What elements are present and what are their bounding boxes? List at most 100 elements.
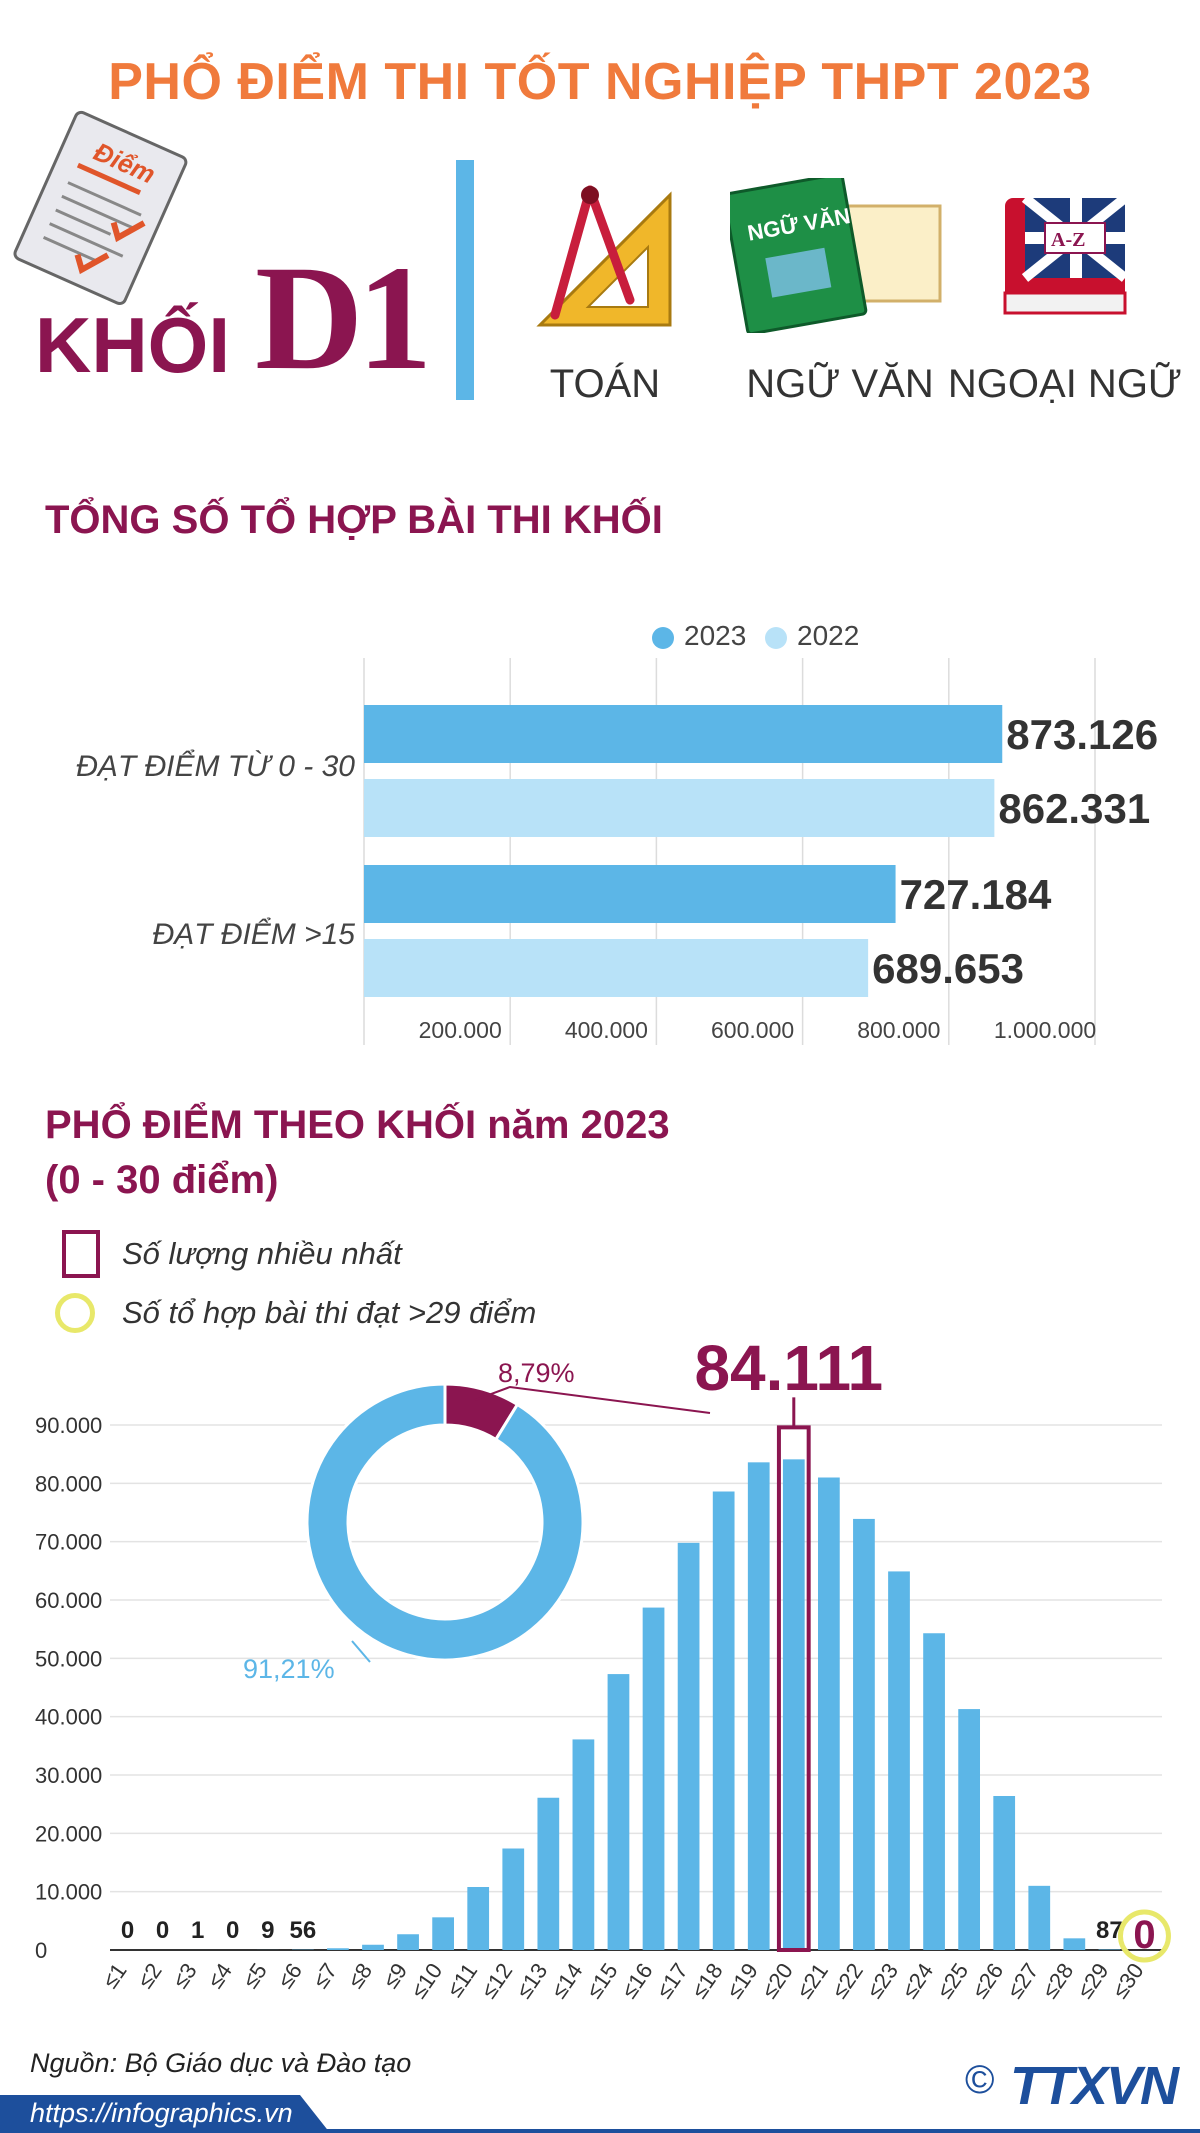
score-bar (362, 1944, 384, 1950)
over29-value-label: 0 (1133, 1913, 1155, 1957)
section2-title: PHỔ ĐIỂM THEO KHỐI năm 2023 (45, 1103, 670, 1147)
bar-value-label: 9 (261, 1917, 274, 1944)
x-tick-label: ≤5 (237, 1959, 271, 1993)
legend-over29-label: Số tổ hợp bài thi đạt >29 điểm (122, 1295, 537, 1330)
section2-subtitle: (0 - 30 điểm) (45, 1158, 279, 1202)
y-tick-label: 10.000 (35, 1880, 102, 1905)
x-tick-label: ≤15 (581, 1959, 622, 2000)
x-tick-label: 200.000 (419, 1017, 502, 1043)
bar-value-label: 873.126 (1006, 711, 1158, 758)
literature-book-icon: NGỮ VĂN (730, 178, 942, 333)
donut-leader-line (474, 1385, 711, 1414)
x-tick-label: ≤29 (1072, 1959, 1113, 2000)
y-tick-label: 40.000 (35, 1705, 102, 1730)
score-bar (642, 1607, 665, 1950)
x-tick-label: ≤16 (616, 1959, 657, 2000)
x-tick-label: ≤2 (132, 1959, 166, 1993)
copyright-icon: © (965, 2058, 995, 2102)
bar-2023 (364, 865, 896, 923)
bar-2022 (364, 939, 869, 997)
legend-max-label: Số lượng nhiều nhất (122, 1236, 402, 1271)
legend-2023-label: 2023 (684, 620, 747, 651)
x-tick-label: ≤11 (442, 1959, 483, 2000)
x-tick-label: 400.000 (565, 1017, 648, 1043)
dictionary-label: A-Z (1051, 229, 1085, 251)
x-tick-label: ≤18 (686, 1959, 727, 2000)
score-bar (958, 1709, 981, 1950)
legend-dot-2022 (765, 626, 787, 649)
score-distribution-chart: 0 10.000 20.000 30.000 40.000 50.000 60.000 70.… (35, 1340, 1171, 2000)
score-bar (747, 1462, 770, 1950)
score-bar (888, 1571, 910, 1950)
max-highlight-box (776, 1425, 811, 1953)
score-bar (1028, 1885, 1051, 1950)
score-bar (467, 1887, 490, 1950)
subject-literature: NGỮ VĂN (746, 362, 934, 406)
x-tick-label: ≤17 (651, 1959, 692, 2000)
horizontal-bar-chart: 873.126 862.331 727.184 689.653 200.000 400.0… (363, 658, 1158, 1045)
y-tick-label: 80.000 (35, 1471, 102, 1496)
x-tick-label: ≤28 (1037, 1959, 1078, 2000)
header-divider (456, 160, 474, 400)
bar-value-label: 862.331 (998, 785, 1150, 832)
khoi-code: D1 (255, 235, 432, 401)
score-bar (432, 1917, 455, 1950)
y-tick-label: 30.000 (35, 1763, 102, 1788)
x-tick-label: ≤1 (97, 1959, 131, 1993)
bar-value-label: 56 (290, 1917, 317, 1944)
score-bar (327, 1948, 349, 1950)
compass-ruler-icon (536, 185, 672, 327)
page-title: PHỔ ĐIỂM THI TỐT NGHIỆP THPT 2023 (108, 53, 1092, 111)
x-tick-label: ≤20 (756, 1959, 797, 2000)
bar-value-label: 1 (191, 1917, 204, 1944)
y-tick-label: 60.000 (35, 1588, 102, 1613)
bar-value-label: 0 (226, 1917, 239, 1944)
score-bar (607, 1674, 630, 1950)
subject-math: TOÁN (549, 362, 661, 406)
over29-highlight-circle (1117, 1909, 1171, 1963)
legend-2022-label: 2022 (797, 620, 860, 651)
x-tick-label: 600.000 (711, 1017, 794, 1043)
score-sheet-icon: Điểm (13, 110, 188, 306)
score-bar (537, 1797, 560, 1950)
score-bar (677, 1542, 700, 1950)
donut-label-small: 8,79% (498, 1358, 575, 1388)
bar-2022 (364, 779, 995, 837)
bar-value-label: 689.653 (872, 945, 1024, 992)
x-tick-label: 1.000.000 (994, 1017, 1096, 1043)
x-tick-label: ≤25 (932, 1959, 973, 2000)
legend-2023: 2023 (652, 620, 746, 652)
x-tick-label: ≤26 (967, 1959, 1008, 2000)
score-bar (782, 1459, 805, 1950)
subject-foreign-language: NGOẠI NGỮ (947, 362, 1183, 406)
x-tick-label: ≤13 (511, 1959, 552, 2000)
y-tick-label: 90.000 (35, 1413, 102, 1438)
donut-slice (305, 1382, 585, 1662)
x-tick-label: ≤3 (167, 1959, 201, 1993)
source-note: Nguồn: Bộ Giáo dục và Đào tạo (30, 2048, 412, 2078)
x-tick-label: ≤4 (202, 1959, 236, 1993)
footer-url[interactable]: https://infographics.vn (30, 2098, 293, 2128)
x-tick-label: ≤22 (827, 1959, 868, 2000)
x-tick-label: ≤14 (546, 1959, 587, 2000)
category-label-0-30: ĐẠT ĐIỂM TỪ 0 - 30 (76, 750, 355, 783)
donut-label-large: 91,21% (243, 1654, 335, 1684)
footer-bar (0, 2095, 1200, 2133)
y-tick-label: 70.000 (35, 1530, 102, 1555)
score-bar (502, 1848, 525, 1950)
score-bar (993, 1796, 1016, 1950)
score-bar (397, 1934, 419, 1950)
x-tick-label: ≤27 (1002, 1959, 1043, 2000)
section1-title: TỔNG SỐ TỔ HỢP BÀI THI KHỐI (45, 498, 663, 542)
bar-value-label: 727.184 (900, 871, 1052, 918)
x-tick-label: ≤19 (721, 1959, 762, 2000)
bar-2023 (364, 705, 1003, 763)
score-bar (817, 1477, 840, 1950)
bar-value-label: 0 (156, 1917, 169, 1944)
x-tick-label: ≤7 (308, 1959, 342, 1993)
bar-value-label: 0 (121, 1917, 134, 1944)
dictionary-icon: A-Z (1003, 194, 1129, 315)
x-tick-label: 800.000 (857, 1017, 940, 1043)
donut-leader-line (351, 1640, 371, 1663)
score-bar (1063, 1938, 1086, 1950)
